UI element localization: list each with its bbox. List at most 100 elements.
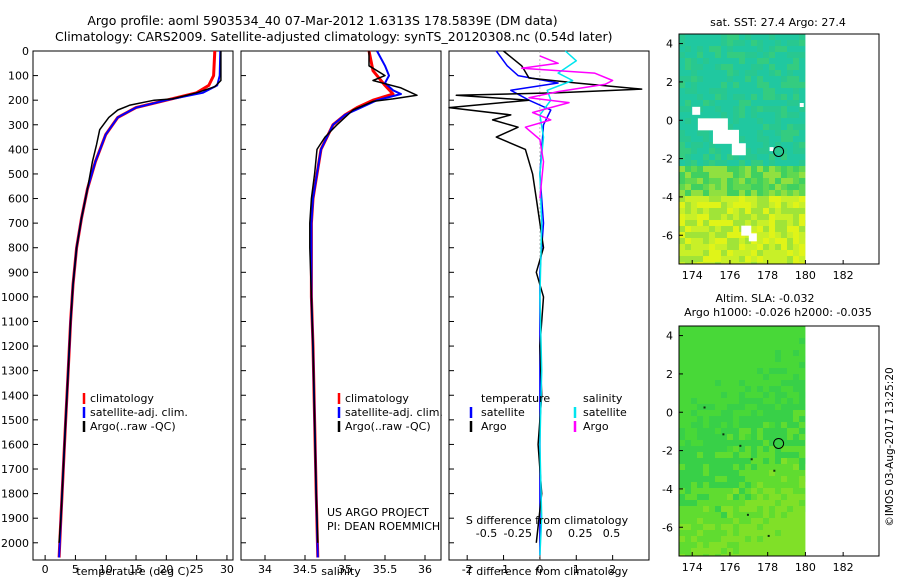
map-cell: [793, 166, 799, 172]
map-cell: [745, 190, 751, 196]
map-cell: [757, 112, 763, 118]
map-cell: [787, 220, 793, 226]
map-cell: [691, 548, 697, 554]
temperature-xtick-label: 15: [129, 563, 143, 576]
map-cell: [679, 88, 685, 94]
map-cell: [757, 428, 763, 434]
map-cell: [799, 338, 805, 344]
map-cell: [751, 506, 757, 512]
depth-tick-label: 1400: [1, 389, 29, 402]
map-cell: [757, 494, 763, 500]
map-cell: [739, 368, 745, 374]
map-cell: [769, 64, 775, 70]
map-cell: [733, 82, 739, 88]
map-cell: [739, 380, 745, 386]
map-cell: [775, 142, 781, 148]
map-cell: [727, 94, 733, 100]
map-cell: [703, 244, 709, 250]
map-cell: [697, 184, 703, 190]
legend-t-argo-label: Argo: [481, 420, 507, 433]
map-cell: [727, 76, 733, 82]
map-cell: [721, 220, 727, 226]
map-cell: [775, 500, 781, 506]
map-cell: [691, 530, 697, 536]
map-cell: [799, 326, 805, 332]
map-cell: [679, 554, 685, 556]
map-cell: [685, 440, 691, 446]
map-cell: [793, 332, 799, 338]
map-cell: [763, 524, 769, 530]
map-cell: [793, 494, 799, 500]
map-cell: [715, 380, 721, 386]
map-cell: [721, 362, 727, 368]
map-cell: [727, 536, 733, 542]
map-cell: [679, 118, 685, 124]
map-cell: [709, 452, 715, 458]
map-cell: [793, 344, 799, 350]
map-cell: [697, 154, 703, 160]
map-cell: [733, 34, 739, 40]
map-cell: [703, 398, 709, 404]
map-cell: [769, 356, 775, 362]
map-cell: [709, 410, 715, 416]
map-cell: [709, 494, 715, 500]
map-cell: [799, 362, 805, 368]
map-cell: [781, 250, 787, 256]
map-cell: [715, 76, 721, 82]
map-cell: [763, 118, 769, 124]
map-cell: [733, 380, 739, 386]
map-cell: [679, 350, 685, 356]
map-cell: [703, 482, 709, 488]
map-cell: [685, 100, 691, 106]
map-cell: [685, 428, 691, 434]
map-cell: [763, 410, 769, 416]
map-cell: [703, 548, 709, 554]
map-cell: [697, 326, 703, 332]
map-cell: [781, 542, 787, 548]
legend-clim-label-2: climatology: [345, 392, 409, 405]
map-cell: [709, 226, 715, 232]
map-cell: [763, 554, 769, 556]
map-cell: [751, 160, 757, 166]
map-cell: [763, 166, 769, 172]
map-cell: [721, 172, 727, 178]
map-cell: [763, 34, 769, 40]
map-cell: [781, 554, 787, 556]
map-cell: [709, 428, 715, 434]
map-cell: [709, 440, 715, 446]
difference-xtick-label: -2: [462, 563, 473, 576]
map-cell: [697, 452, 703, 458]
map-cell: [697, 338, 703, 344]
map-cell: [793, 190, 799, 196]
map-cell: [751, 368, 757, 374]
map-cell: [775, 350, 781, 356]
map-cell: [685, 482, 691, 488]
map-cell: [757, 338, 763, 344]
difference-series-s-satellite: [539, 50, 578, 556]
map-cell: [781, 58, 787, 64]
map-cell: [787, 530, 793, 536]
map-cell: [721, 470, 727, 476]
map-cell: [727, 374, 733, 380]
map-cell: [733, 428, 739, 434]
map-cell: [769, 184, 775, 190]
map-cell: [787, 40, 793, 46]
map-cell: [799, 332, 805, 338]
salinity-xtick-label: 35.5: [373, 563, 398, 576]
map-cell: [781, 506, 787, 512]
map-cell: [757, 184, 763, 190]
map-gap: [799, 103, 804, 107]
map-cell: [793, 178, 799, 184]
map-cell: [739, 362, 745, 368]
map-cell: [757, 88, 763, 94]
map-cell: [679, 536, 685, 542]
map-cell: [781, 214, 787, 220]
map-cell: [679, 482, 685, 488]
map-cell: [757, 136, 763, 142]
map-cell: [727, 184, 733, 190]
map-cell: [685, 46, 691, 52]
map-cell: [733, 160, 739, 166]
map-cell: [715, 202, 721, 208]
map-cell: [799, 232, 805, 238]
map-cell: [703, 530, 709, 536]
